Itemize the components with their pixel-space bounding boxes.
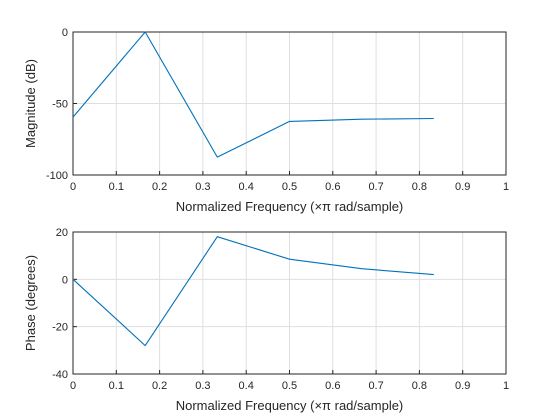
- magnitude-x-tick-label: 1: [503, 181, 509, 193]
- phase-x-tick-label: 0.1: [109, 380, 124, 392]
- phase-axes: 0 0.1 0.2 0.3 0.4 0.5 0.6 0.7 0.8 0.9 1 -40 -20 0 20 No…: [23, 227, 509, 413]
- magnitude-x-tick-label: 0.6: [325, 181, 340, 193]
- magnitude-y-axis-label: Magnitude (dB): [23, 59, 38, 148]
- phase-y-tick-label: -20: [52, 322, 68, 334]
- phase-y-tick-label: 0: [62, 274, 68, 286]
- magnitude-axes: 0 0.1 0.2 0.3 0.4 0.5 0.6 0.7 0.8 0.9 1 -100 -50 0 Nor…: [23, 27, 509, 214]
- phase-x-tick-label: 0.3: [195, 380, 210, 392]
- phase-x-tick-label: 0: [70, 380, 76, 392]
- phase-x-tick-label: 0.5: [282, 380, 297, 392]
- magnitude-x-tick-label: 0.9: [455, 181, 470, 193]
- phase-x-tick-label: 0.7: [368, 380, 383, 392]
- magnitude-x-tick-label: 0.8: [412, 181, 427, 193]
- phase-x-tick-label: 0.9: [455, 380, 470, 392]
- magnitude-y-tick-label: 0: [62, 27, 68, 39]
- magnitude-axes-border: [72, 31, 507, 176]
- phase-y-axis-label: Phase (degrees): [23, 255, 38, 351]
- magnitude-x-tick-label: 0.3: [195, 181, 210, 193]
- magnitude-y-tick-label: -100: [46, 170, 68, 182]
- magnitude-x-tick-label: 0.4: [239, 181, 254, 193]
- phase-x-tick-label: 0.2: [152, 380, 167, 392]
- magnitude-x-tick-label: 0.7: [368, 181, 383, 193]
- magnitude-x-axis-label: Normalized Frequency (×π rad/sample): [176, 199, 404, 214]
- phase-x-tick-label: 0.6: [325, 380, 340, 392]
- magnitude-x-tick-label: 0.5: [282, 181, 297, 193]
- phase-series-line: [72, 236, 434, 347]
- magnitude-x-tick-label: 0: [70, 181, 76, 193]
- magnitude-x-tick-label: 0.2: [152, 181, 167, 193]
- magnitude-x-tick-label: 0.1: [109, 181, 124, 193]
- phase-y-tick-label: -40: [52, 369, 68, 381]
- phase-x-tick-label: 1: [503, 380, 509, 392]
- phase-axes-border: [72, 231, 507, 375]
- phase-x-tick-label: 0.4: [239, 380, 254, 392]
- magnitude-y-tick-label: -50: [52, 99, 68, 111]
- magnitude-series-line: [72, 31, 434, 158]
- phase-x-tick-label: 0.8: [412, 380, 427, 392]
- phase-x-axis-label: Normalized Frequency (×π rad/sample): [176, 398, 404, 413]
- phase-y-tick-label: 20: [56, 227, 68, 239]
